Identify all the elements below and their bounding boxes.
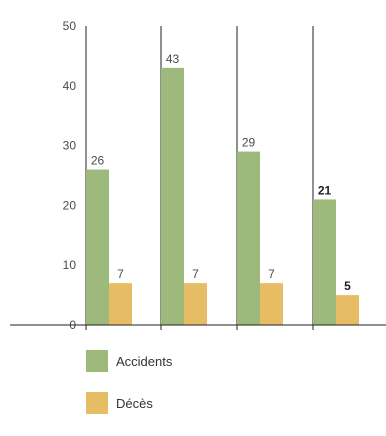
y-tick-label: 10 [63, 258, 77, 272]
data-label-deces-04: 7 [192, 267, 199, 281]
bar-accidents-04 [161, 67, 184, 326]
bar-accidents-03 [86, 169, 109, 325]
data-label-accidents-06: 21 [318, 183, 332, 197]
y-tick-label: 50 [63, 19, 77, 33]
bar-accidents-06 [313, 199, 336, 325]
legend-label-accidents: Accidents [116, 353, 173, 369]
legend-swatch-accidents [86, 350, 108, 372]
bar-deces-03 [109, 283, 132, 325]
legend: Accidents Décès [86, 350, 172, 434]
y-tick-label: 30 [63, 139, 77, 153]
bar-deces-06 [336, 295, 359, 325]
data-label-accidents-03: 26 [91, 154, 105, 168]
y-axis-ticks: 0 10 20 30 40 50 [63, 19, 77, 330]
legend-label-deces: Décès [116, 395, 153, 411]
data-label-accidents-04: 43 [166, 52, 180, 66]
legend-item-accidents: Accidents [86, 350, 172, 372]
legend-swatch-deces [86, 392, 108, 414]
y-tick-label: 20 [63, 198, 77, 212]
y-tick-label: 0 [69, 318, 76, 330]
data-label-deces-05: 7 [268, 267, 275, 281]
bar-deces-04 [184, 283, 207, 325]
bar-deces-05 [260, 283, 283, 325]
bars [86, 67, 359, 326]
legend-item-deces: Décès [86, 392, 172, 414]
data-labels: 26 7 43 7 29 7 21 5 [91, 52, 351, 293]
y-tick-label: 40 [63, 79, 77, 93]
data-label-deces-06: 5 [344, 279, 351, 293]
data-label-accidents-05: 29 [242, 136, 256, 150]
data-label-deces-03: 7 [117, 267, 124, 281]
bar-accidents-05 [237, 151, 260, 325]
